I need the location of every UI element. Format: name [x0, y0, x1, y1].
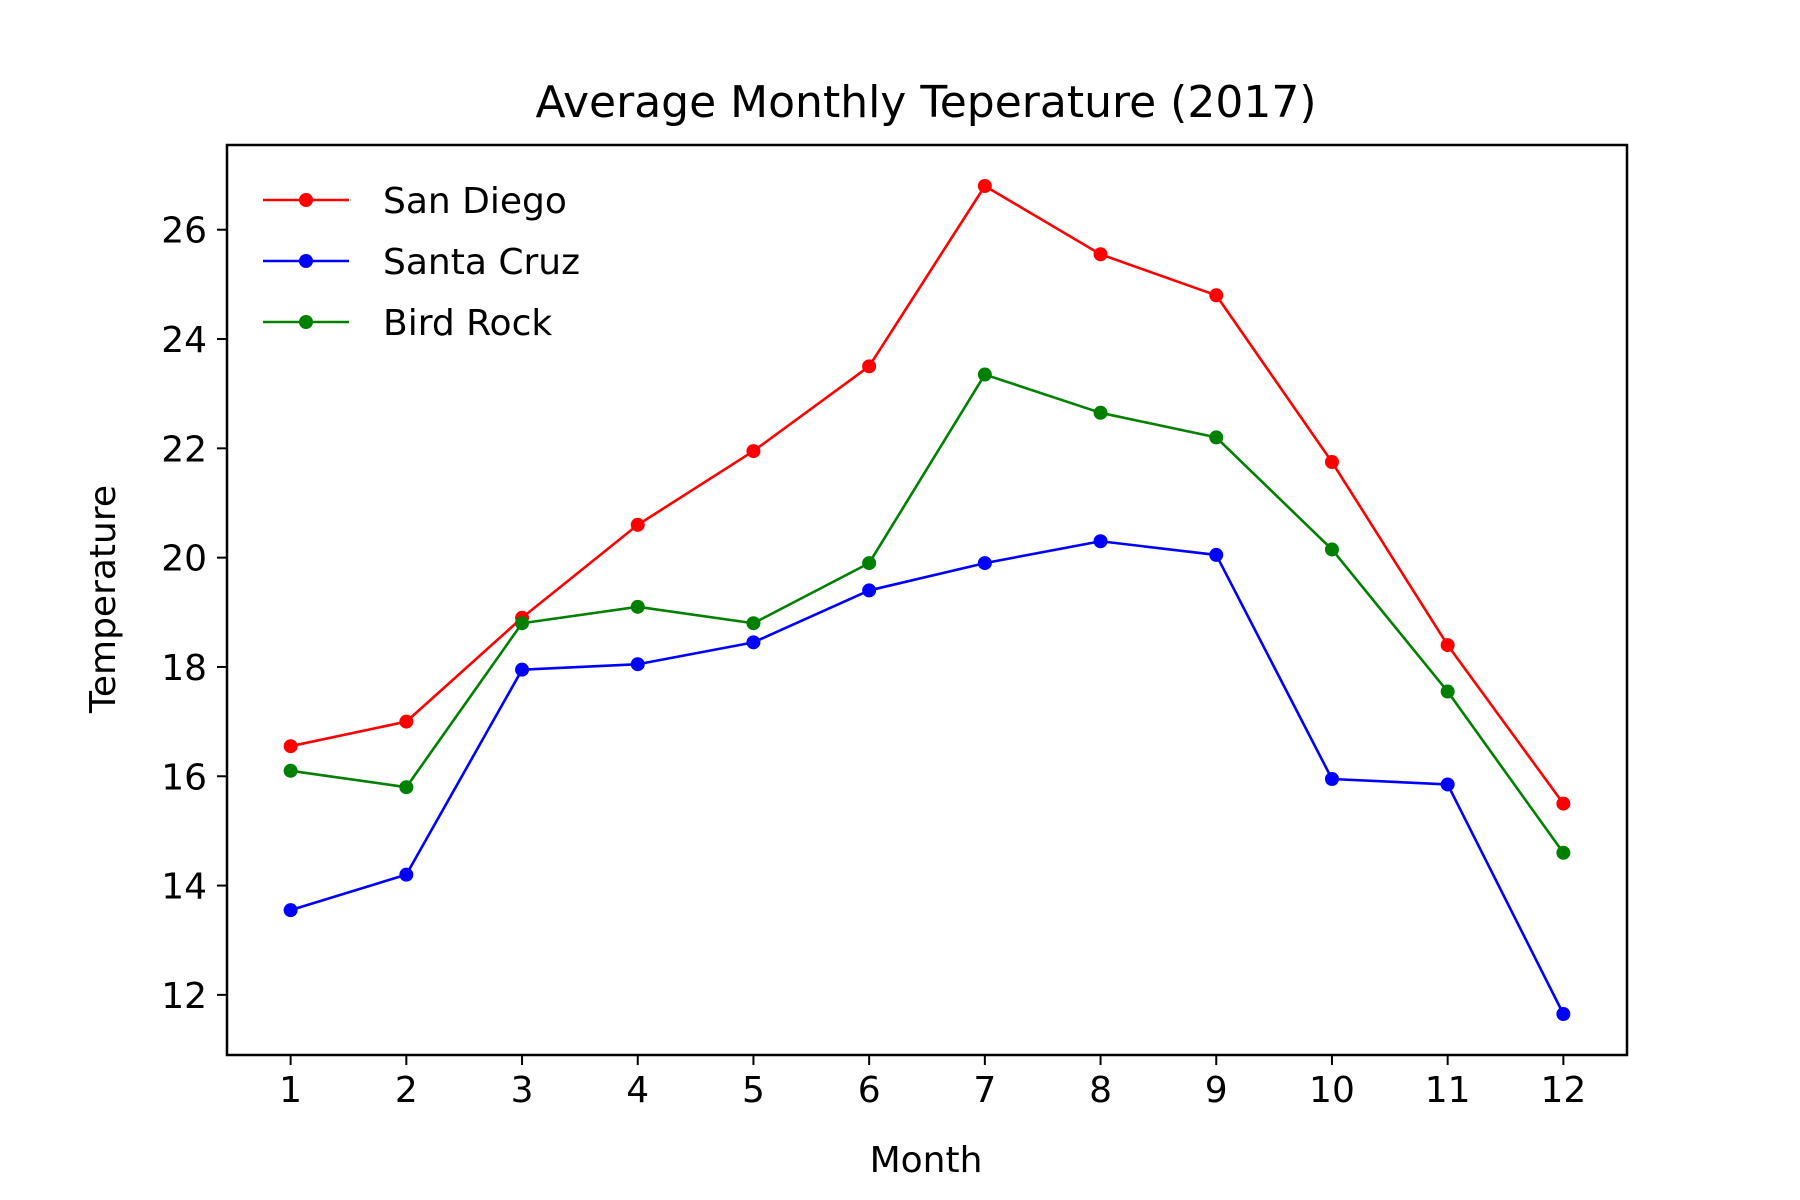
data-point [399, 780, 414, 795]
x-axis-title: Month [870, 1140, 983, 1181]
data-point [1556, 796, 1571, 811]
data-point [1440, 638, 1455, 653]
x-tick-label: 6 [858, 1070, 881, 1111]
data-point [1093, 247, 1108, 262]
x-tick-label: 8 [1089, 1070, 1112, 1111]
data-point [1093, 405, 1108, 420]
chart-title: Average Monthly Teperature (2017) [536, 77, 1317, 128]
legend-swatch-marker [299, 193, 313, 207]
legend-entry-label: San Diego [383, 181, 567, 222]
data-point [977, 367, 992, 382]
legend-swatch-marker [299, 254, 313, 268]
data-point [283, 903, 298, 918]
data-point [862, 359, 877, 374]
series-layer [283, 178, 1571, 1022]
data-point [1209, 547, 1224, 562]
y-tick-label: 24 [161, 320, 207, 361]
data-point [1556, 845, 1571, 860]
data-point [1440, 777, 1455, 792]
data-point [1324, 771, 1339, 786]
data-point [630, 517, 645, 532]
y-tick-label: 14 [161, 867, 207, 908]
data-point [515, 662, 530, 677]
legend-entry-label: Santa Cruz [383, 242, 580, 283]
data-point [862, 556, 877, 571]
legend: San Diego Santa Cruz Bird Rock [263, 181, 580, 344]
data-point [283, 739, 298, 754]
data-point [399, 867, 414, 882]
data-point [746, 635, 761, 650]
data-point [1324, 542, 1339, 557]
y-tick-label: 22 [161, 429, 207, 470]
x-tick-label: 10 [1309, 1070, 1355, 1111]
data-point [630, 657, 645, 672]
data-point [1440, 684, 1455, 699]
y-tick-label: 18 [161, 648, 207, 689]
legend-entry-label: Bird Rock [383, 303, 552, 344]
x-tick-label: 7 [973, 1070, 996, 1111]
y-tick-label: 20 [161, 539, 207, 580]
data-point [283, 763, 298, 778]
data-point [977, 178, 992, 193]
y-tick-label: 16 [161, 757, 207, 798]
x-tick-label: 2 [395, 1070, 418, 1111]
data-point [977, 556, 992, 571]
legend-swatch-marker [299, 315, 313, 329]
plot-frame [225, 143, 1629, 1057]
data-point [515, 616, 530, 631]
data-point [746, 444, 761, 459]
y-axis-title: Temperature [83, 485, 124, 714]
x-tick-label: 4 [626, 1070, 649, 1111]
x-tick-label: 12 [1540, 1070, 1586, 1111]
x-tick-label: 1 [279, 1070, 302, 1111]
y-tick-label: 26 [161, 211, 207, 252]
data-point [1556, 1007, 1571, 1022]
x-tick-label: 3 [511, 1070, 534, 1111]
data-point [630, 599, 645, 614]
data-point [1324, 454, 1339, 469]
series-line-0 [290, 184, 1565, 805]
data-point [1209, 288, 1224, 303]
series-line-2 [290, 373, 1565, 854]
x-tick-label: 9 [1205, 1070, 1228, 1111]
data-point [862, 583, 877, 598]
x-tick-label: 5 [742, 1070, 765, 1111]
data-point [1209, 430, 1224, 445]
x-tick-label: 11 [1425, 1070, 1471, 1111]
data-point [399, 714, 414, 729]
data-point [746, 616, 761, 631]
y-tick-label: 12 [161, 976, 207, 1017]
series-line-1 [290, 539, 1565, 1015]
data-point [1093, 534, 1108, 549]
